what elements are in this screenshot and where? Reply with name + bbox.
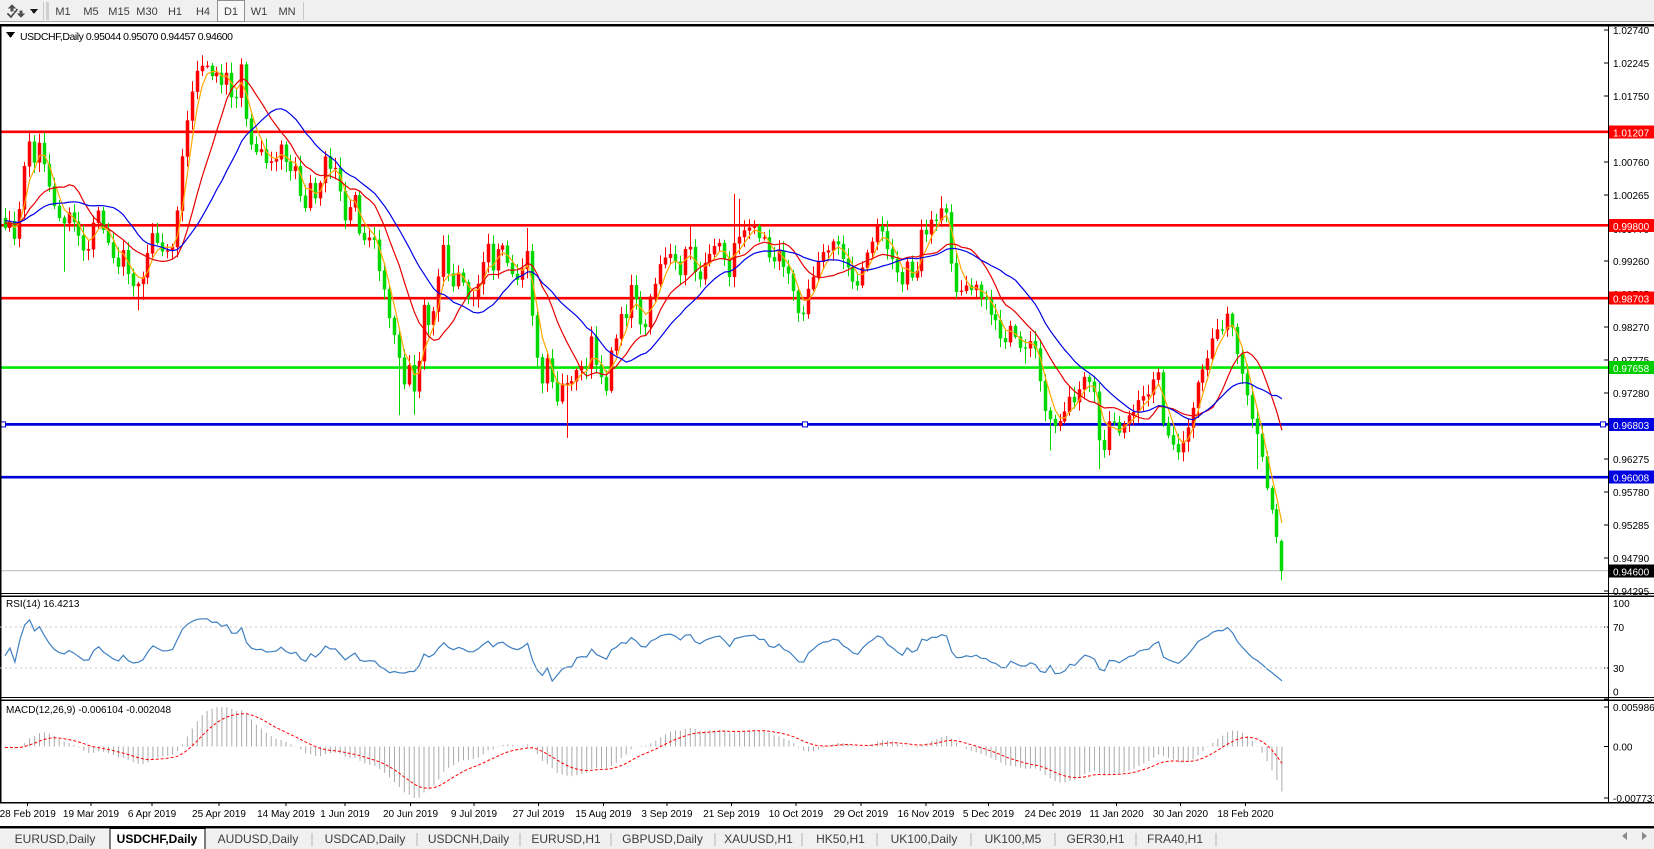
svg-text:3 Sep 2019: 3 Sep 2019 xyxy=(641,809,693,820)
svg-text:19 Mar 2019: 19 Mar 2019 xyxy=(63,809,120,820)
svg-text:UK100,M5: UK100,M5 xyxy=(985,832,1042,846)
svg-text:MN: MN xyxy=(278,6,295,18)
svg-text:1.00265: 1.00265 xyxy=(1613,191,1650,202)
svg-text:1 Jun 2019: 1 Jun 2019 xyxy=(320,809,370,820)
svg-text:0.98703: 0.98703 xyxy=(1613,295,1650,306)
svg-text:M15: M15 xyxy=(108,6,129,18)
svg-text:UK100,Daily: UK100,Daily xyxy=(891,832,958,846)
svg-text:M1: M1 xyxy=(55,6,70,18)
svg-text:30 Jan 2020: 30 Jan 2020 xyxy=(1153,809,1208,820)
svg-text:0.96803: 0.96803 xyxy=(1613,421,1650,432)
svg-text:RSI(14) 16.4213: RSI(14) 16.4213 xyxy=(6,599,80,610)
svg-text:0.96008: 0.96008 xyxy=(1613,474,1650,485)
svg-text:MACD(12,26,9) -0.006104 -0.002: MACD(12,26,9) -0.006104 -0.002048 xyxy=(6,705,172,716)
svg-text:W1: W1 xyxy=(251,6,268,18)
svg-text:0.97280: 0.97280 xyxy=(1613,389,1650,400)
svg-text:21 Sep 2019: 21 Sep 2019 xyxy=(703,809,760,820)
svg-text:16 Nov 2019: 16 Nov 2019 xyxy=(898,809,955,820)
svg-text:USDCHF,Daily 0.95044 0.95070: USDCHF,Daily 0.95044 0.95070 0.94457 0.9… xyxy=(20,31,233,43)
svg-text:0.005986: 0.005986 xyxy=(1613,703,1654,714)
svg-text:9 Jul 2019: 9 Jul 2019 xyxy=(451,809,498,820)
svg-text:11 Jan 2020: 11 Jan 2020 xyxy=(1089,809,1144,820)
svg-text:1.00760: 1.00760 xyxy=(1613,158,1650,169)
svg-text:0.95285: 0.95285 xyxy=(1613,521,1650,532)
svg-text:H1: H1 xyxy=(168,6,182,18)
svg-text:0: 0 xyxy=(1613,687,1619,698)
svg-text:EURUSD,Daily: EURUSD,Daily xyxy=(15,832,96,846)
svg-text:0.94600: 0.94600 xyxy=(1613,567,1650,578)
svg-text:24 Dec 2019: 24 Dec 2019 xyxy=(1025,809,1082,820)
svg-text:GBPUSD,Daily: GBPUSD,Daily xyxy=(622,832,703,846)
svg-text:0.00: 0.00 xyxy=(1613,743,1633,754)
svg-text:70: 70 xyxy=(1613,623,1625,634)
svg-text:0.99800: 0.99800 xyxy=(1613,222,1650,233)
svg-text:0.99260: 0.99260 xyxy=(1613,257,1650,268)
svg-text:1.01750: 1.01750 xyxy=(1613,92,1650,103)
svg-text:AUDUSD,Daily: AUDUSD,Daily xyxy=(218,832,299,846)
svg-text:1.01207: 1.01207 xyxy=(1613,128,1650,139)
svg-text:0.94295: 0.94295 xyxy=(1613,587,1650,598)
svg-text:18 Feb 2020: 18 Feb 2020 xyxy=(1217,809,1274,820)
svg-text:29 Oct 2019: 29 Oct 2019 xyxy=(834,809,889,820)
svg-text:XAUUSD,H1: XAUUSD,H1 xyxy=(724,832,793,846)
svg-text:20 Jun 2019: 20 Jun 2019 xyxy=(383,809,438,820)
svg-text:USDCAD,Daily: USDCAD,Daily xyxy=(325,832,406,846)
svg-text:0.94790: 0.94790 xyxy=(1613,554,1650,565)
svg-text:6 Apr 2019: 6 Apr 2019 xyxy=(128,809,177,820)
svg-text:28 Feb 2019: 28 Feb 2019 xyxy=(0,809,56,820)
svg-text:30: 30 xyxy=(1613,664,1625,675)
svg-text:27 Jul 2019: 27 Jul 2019 xyxy=(513,809,565,820)
svg-text:0.96275: 0.96275 xyxy=(1613,455,1650,466)
svg-text:0.97658: 0.97658 xyxy=(1613,364,1650,375)
svg-text:FRA40,H1: FRA40,H1 xyxy=(1147,832,1203,846)
svg-text:10 Oct 2019: 10 Oct 2019 xyxy=(769,809,824,820)
svg-text:0.98270: 0.98270 xyxy=(1613,323,1650,334)
svg-text:-0.007737: -0.007737 xyxy=(1613,794,1654,805)
svg-text:M5: M5 xyxy=(83,6,98,18)
svg-text:D1: D1 xyxy=(224,6,238,18)
svg-text:GER30,H1: GER30,H1 xyxy=(1066,832,1124,846)
svg-text:5 Dec 2019: 5 Dec 2019 xyxy=(963,809,1015,820)
svg-text:0.95780: 0.95780 xyxy=(1613,488,1650,499)
svg-text:25 Apr 2019: 25 Apr 2019 xyxy=(192,809,246,820)
svg-text:HK50,H1: HK50,H1 xyxy=(816,832,865,846)
svg-text:M30: M30 xyxy=(136,6,157,18)
svg-text:EURUSD,H1: EURUSD,H1 xyxy=(531,832,601,846)
svg-text:H4: H4 xyxy=(196,6,210,18)
svg-text:USDCNH,Daily: USDCNH,Daily xyxy=(428,832,509,846)
svg-text:1.02740: 1.02740 xyxy=(1613,26,1650,37)
svg-text:1.02245: 1.02245 xyxy=(1613,59,1650,70)
svg-text:15 Aug 2019: 15 Aug 2019 xyxy=(575,809,632,820)
svg-text:100: 100 xyxy=(1613,599,1630,610)
svg-text:USDCHF,Daily: USDCHF,Daily xyxy=(117,832,198,846)
svg-text:14 May 2019: 14 May 2019 xyxy=(257,809,315,820)
